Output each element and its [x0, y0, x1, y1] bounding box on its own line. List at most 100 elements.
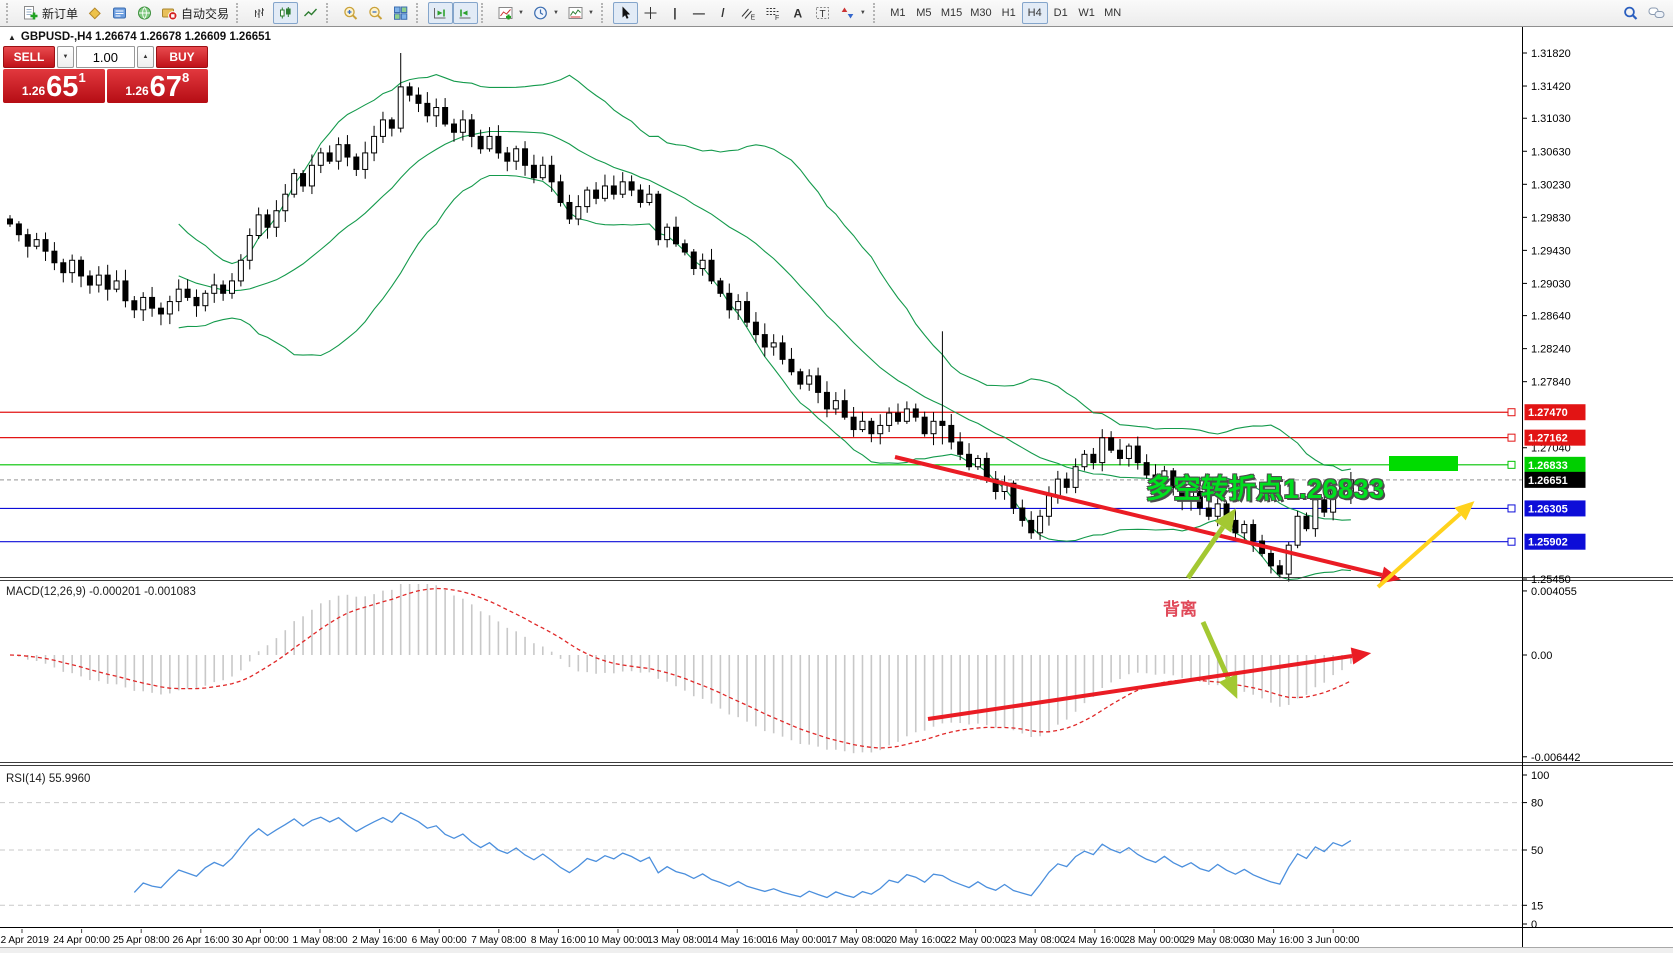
mql-editor-button[interactable] — [82, 2, 107, 24]
rsi-indicator-label: RSI(14) 55.9960 — [6, 773, 91, 785]
price-tick-label: 1.28240 — [1531, 344, 1571, 356]
timeframe-h1[interactable]: H1 — [996, 2, 1022, 24]
date-label: 30 Apr 00:00 — [232, 935, 289, 946]
dropdown-icon[interactable]: ▼ — [552, 10, 559, 16]
signals-globe-icon — [136, 5, 153, 21]
price-tag — [1524, 456, 1586, 473]
gold-diamond-icon — [86, 5, 103, 21]
toolbar-grip — [481, 3, 489, 23]
date-label: 22 May 00:00 — [945, 935, 1006, 946]
horizontal-line-tool-button[interactable]: — — [687, 2, 711, 24]
date-label: 1 May 08:00 — [292, 935, 347, 946]
price-tick-label: 1.25450 — [1531, 574, 1571, 586]
date-label: 24 May 16:00 — [1064, 935, 1125, 946]
buy-price-main: 67 — [149, 71, 182, 103]
signals-button[interactable] — [132, 2, 157, 24]
market-watch-button[interactable] — [107, 2, 132, 24]
timeframe-m30[interactable]: M30 — [966, 2, 995, 24]
search-button[interactable] — [1618, 2, 1643, 24]
crosshair-tool-button[interactable] — [638, 2, 663, 24]
timeframe-d1[interactable]: D1 — [1048, 2, 1074, 24]
bollinger-upper-band — [178, 74, 1351, 472]
volume-input[interactable] — [76, 46, 135, 68]
timeframe-m1[interactable]: M1 — [885, 2, 911, 24]
tile-windows-button[interactable] — [388, 2, 413, 24]
price-tag-label: 1.25902 — [1528, 537, 1568, 549]
toolbar-grip — [326, 3, 334, 23]
date-label: 10 May 00:00 — [588, 935, 649, 946]
toolbar-grip — [236, 3, 244, 23]
symbol-ohlc-line: GBPUSD-,H4 1.26674 1.26678 1.26609 1.266… — [20, 31, 271, 43]
bar-chart-icon — [252, 5, 269, 21]
date-label: 25 Apr 08:00 — [113, 935, 170, 946]
vertical-line-tool-button[interactable]: | — [663, 2, 687, 24]
auto-trading-button[interactable]: 自动交易 — [157, 2, 233, 24]
line-chart-button[interactable] — [298, 2, 323, 24]
macd-tick-label: 0.004055 — [1531, 586, 1577, 598]
bollinger-lower-band — [178, 174, 1351, 581]
volume-decrease-button[interactable]: ▼ — [57, 46, 74, 68]
arrows-icon — [839, 5, 856, 21]
text-tool-button[interactable]: A — [785, 2, 810, 24]
timeframe-w1[interactable]: W1 — [1074, 2, 1100, 24]
trendline-tool-button[interactable]: / — [711, 2, 735, 24]
green-divergence-arrow-head — [1218, 673, 1238, 699]
one-click-trading-panel: SELL ▼ ▲ BUY 1.26651 1.26678 — [3, 46, 208, 103]
auto-scroll-button[interactable] — [428, 2, 454, 24]
clock-icon — [532, 5, 549, 21]
market-watch-icon — [111, 5, 128, 21]
timeframe-h4[interactable]: H4 — [1021, 2, 1048, 24]
macd-uptrend-line — [927, 654, 1353, 721]
sell-price-pip: 1 — [78, 70, 86, 85]
new-order-label: 新订单 — [42, 6, 79, 21]
label-tool-button[interactable]: T — [810, 2, 835, 24]
volume-increase-button[interactable]: ▲ — [137, 46, 154, 68]
timeframe-mn[interactable]: MN — [1100, 2, 1126, 24]
window-bottom-strip — [0, 948, 1673, 953]
chat-icon — [1647, 5, 1666, 21]
templates-button[interactable]: ▼ — [563, 2, 598, 24]
rsi-line — [133, 812, 1352, 899]
dropdown-icon[interactable]: ▼ — [587, 10, 594, 16]
date-label: 3 Jun 00:00 — [1307, 935, 1360, 946]
timeframe-m5[interactable]: M5 — [911, 2, 937, 24]
channel-tool-button[interactable]: E — [735, 2, 760, 24]
date-label: 20 May 16:00 — [886, 935, 947, 946]
chat-button[interactable] — [1643, 2, 1670, 24]
add-indicator-icon — [497, 5, 514, 21]
dropdown-icon[interactable]: ▼ — [859, 10, 866, 16]
cursor-icon — [617, 5, 634, 21]
indicators-button[interactable]: ▼ — [493, 2, 528, 24]
collapse-panel-icon[interactable]: ▲ — [8, 32, 16, 42]
buy-price[interactable]: 1.26 67 8 — [106, 69, 208, 103]
toolbar-grip — [872, 3, 881, 23]
zoom-out-button[interactable] — [363, 2, 388, 24]
buy-price-pip: 8 — [181, 70, 190, 85]
svg-text:E: E — [750, 15, 755, 22]
bar-chart-button[interactable] — [248, 2, 273, 24]
timeframe-m15[interactable]: M15 — [937, 2, 966, 24]
fibonacci-tool-button[interactable]: F — [760, 2, 785, 24]
arrows-tool-button[interactable]: ▼ — [835, 2, 870, 24]
date-label: 13 May 08:00 — [647, 935, 708, 946]
chart-shift-button[interactable] — [453, 2, 479, 24]
price-tick-label: 1.29030 — [1531, 278, 1571, 290]
periods-button[interactable]: ▼ — [528, 2, 563, 24]
rsi-tick-label: 50 — [1531, 845, 1543, 857]
dropdown-icon[interactable]: ▼ — [518, 10, 524, 16]
search-icon — [1622, 5, 1639, 21]
zoom-out-icon — [367, 5, 384, 21]
zoom-in-button[interactable] — [338, 2, 363, 24]
sell-price[interactable]: 1.26 65 1 — [3, 69, 105, 103]
sell-button[interactable]: SELL — [3, 46, 55, 68]
new-order-button[interactable]: 新订单 — [18, 2, 82, 24]
buy-button[interactable]: BUY — [156, 46, 208, 68]
date-label: 2 May 16:00 — [352, 935, 407, 946]
cursor-tool-button[interactable] — [612, 2, 638, 24]
fibonacci-icon: F — [764, 5, 781, 21]
green-breakout-arrow-head — [1214, 508, 1236, 533]
candlestick-chart-button[interactable] — [273, 2, 299, 24]
auto-scroll-icon — [432, 5, 449, 21]
level-line-anchor — [1507, 537, 1516, 546]
